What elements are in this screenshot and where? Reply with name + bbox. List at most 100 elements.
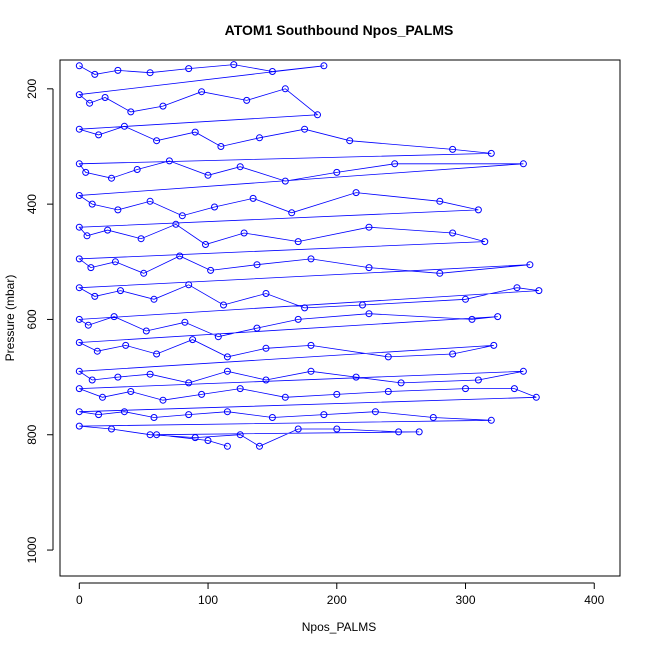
- data-point: [120, 122, 128, 130]
- data-point: [320, 62, 328, 70]
- data-point: [268, 68, 276, 75]
- data-point: [117, 287, 124, 295]
- data-point: [165, 157, 173, 165]
- data-point: [181, 318, 189, 326]
- y-tick-label: 1000: [25, 536, 39, 563]
- data-point: [307, 367, 315, 375]
- data-point: [333, 390, 341, 398]
- data-point: [159, 102, 167, 110]
- data-point: [88, 376, 96, 384]
- data-point: [140, 269, 148, 277]
- data-point: [204, 437, 212, 444]
- data-point: [294, 238, 302, 246]
- data-point: [95, 131, 103, 139]
- data-point: [91, 292, 99, 300]
- data-point: [127, 108, 135, 116]
- data-layer: [75, 61, 543, 450]
- data-point: [281, 177, 289, 185]
- data-point: [75, 408, 83, 416]
- data-point: [142, 327, 150, 335]
- data-point: [359, 301, 366, 309]
- data-point: [535, 287, 543, 295]
- data-point: [365, 264, 373, 272]
- data-point: [220, 301, 227, 309]
- data-point: [202, 241, 209, 248]
- data-point: [75, 422, 83, 430]
- data-point: [487, 416, 495, 424]
- x-tick-label: 400: [584, 593, 604, 607]
- data-point: [481, 238, 489, 246]
- data-point: [204, 171, 212, 179]
- data-point: [75, 284, 83, 292]
- data-point: [122, 341, 130, 349]
- data-point: [114, 66, 122, 74]
- y-axis-label: Pressure (mbar): [3, 275, 17, 362]
- data-point: [281, 85, 289, 93]
- data-point: [153, 350, 161, 358]
- data-point: [384, 353, 392, 361]
- data-point: [176, 252, 184, 260]
- y-axis: 200 400 600 800 1000: [25, 78, 54, 563]
- x-tick-label: 0: [76, 593, 83, 607]
- data-point: [185, 281, 193, 289]
- data-point: [146, 197, 154, 205]
- data-point: [294, 315, 302, 323]
- y-tick-label: 400: [25, 194, 39, 214]
- data-point: [256, 134, 263, 142]
- data-point: [75, 315, 83, 323]
- data-point: [137, 235, 145, 243]
- data-point: [185, 379, 193, 387]
- data-point: [153, 137, 161, 145]
- data-point: [487, 149, 495, 157]
- data-point: [352, 373, 360, 381]
- data-point: [75, 385, 83, 393]
- data-point: [198, 88, 206, 96]
- x-axis-label: Npos_PALMS: [302, 620, 376, 634]
- data-point: [88, 200, 96, 208]
- data-point: [236, 163, 244, 171]
- data-point: [207, 266, 215, 274]
- data-point: [307, 341, 315, 349]
- data-point: [185, 411, 193, 419]
- x-tick-label: 100: [198, 593, 218, 607]
- data-point: [75, 367, 83, 375]
- data-point: [301, 125, 309, 133]
- data-point: [346, 137, 354, 145]
- data-point: [150, 295, 158, 303]
- data-point: [395, 428, 403, 436]
- data-point: [159, 396, 167, 404]
- data-point: [301, 304, 309, 312]
- plot-frame: [59, 59, 621, 577]
- data-point: [519, 160, 527, 168]
- data-point: [384, 388, 392, 395]
- data-point: [468, 315, 476, 323]
- data-point: [236, 385, 244, 393]
- data-point: [75, 192, 83, 199]
- data-point: [462, 295, 469, 303]
- data-point: [288, 209, 296, 217]
- data-point: [217, 143, 225, 150]
- data-point: [223, 408, 231, 416]
- data-point: [294, 425, 302, 433]
- data-point: [436, 269, 444, 277]
- data-point: [262, 290, 270, 297]
- data-point: [133, 166, 141, 173]
- data-point: [490, 341, 498, 349]
- data-point: [185, 65, 193, 73]
- data-point: [172, 220, 180, 228]
- data-point: [83, 232, 91, 240]
- data-point: [87, 264, 95, 272]
- y-tick-label: 200: [25, 78, 39, 98]
- data-point: [249, 194, 257, 202]
- data-point: [513, 284, 521, 292]
- data-point: [429, 414, 437, 421]
- data-point: [474, 206, 482, 214]
- data-point: [352, 189, 360, 197]
- data-point: [262, 376, 270, 384]
- data-point: [262, 344, 270, 352]
- x-axis: 0 100 200 300 400: [76, 582, 605, 607]
- data-point: [211, 203, 218, 211]
- data-point: [333, 168, 341, 176]
- data-point: [519, 367, 527, 375]
